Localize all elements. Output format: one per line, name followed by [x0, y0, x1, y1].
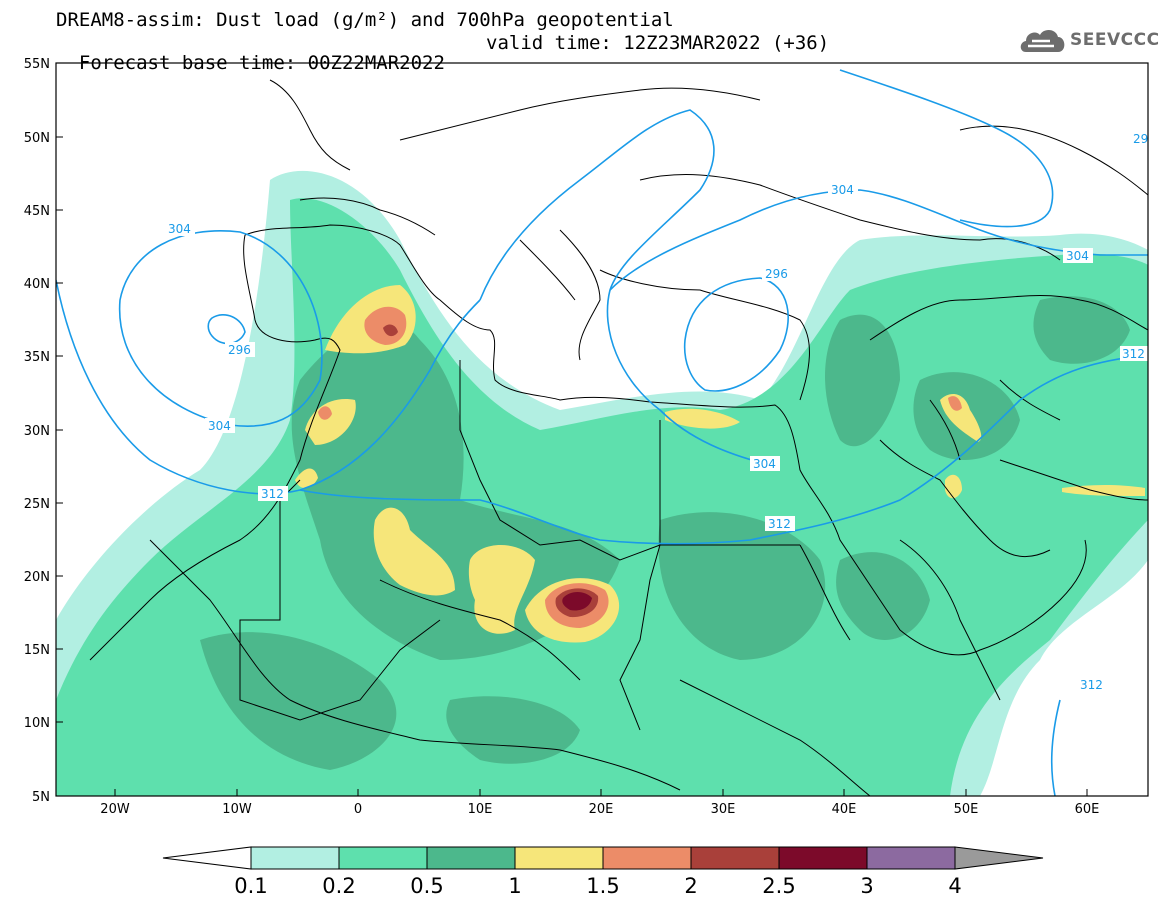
- lon-label: 50E: [954, 802, 979, 817]
- colorbar-segment: [250, 846, 340, 870]
- contour-label: 304: [831, 183, 854, 197]
- lon-label: 60E: [1075, 802, 1100, 817]
- colorbar-label: 3: [860, 874, 873, 898]
- contour-label: 304: [168, 222, 191, 236]
- contour-label: 312: [261, 487, 284, 501]
- latitude-labels: 55N 50N 45N 40N 35N 30N 25N 20N 15N 10N …: [24, 57, 50, 805]
- contour-label: 312: [768, 517, 791, 531]
- lon-label: 0: [354, 802, 362, 817]
- lat-label: 10N: [24, 716, 50, 731]
- dust-area-dark: [200, 296, 1130, 770]
- cloud-icon: [1020, 29, 1065, 52]
- colorbar-label: 2: [684, 874, 697, 898]
- lon-label: 10W: [222, 802, 252, 817]
- lat-label: 45N: [24, 204, 50, 219]
- lat-label: 55N: [24, 57, 50, 72]
- map-title: DREAM8-assim: Dust load (g/m²) and 700hP…: [56, 9, 674, 31]
- lat-label: 5N: [32, 790, 50, 805]
- colorbar-segment: [954, 846, 1044, 870]
- dust-area-darkred: [562, 592, 592, 611]
- lon-label: 30E: [711, 802, 736, 817]
- coastlines: [89, 79, 1148, 796]
- lat-label: 15N: [24, 643, 50, 658]
- colorbar-label: 0.5: [410, 874, 443, 898]
- colorbar-segment: [514, 846, 604, 870]
- logo-text: SEEVCCC: [1070, 30, 1160, 50]
- seevccc-logo: SEEVCCC: [1018, 24, 1160, 58]
- contour-label: 29: [1133, 132, 1148, 146]
- colorbar-label: 0.2: [322, 874, 355, 898]
- colorbar-label: 1: [508, 874, 521, 898]
- colorbar-segment: [162, 846, 252, 870]
- lat-label: 30N: [24, 424, 50, 439]
- lat-label: 40N: [24, 277, 50, 292]
- colorbar-label: 0.1: [234, 874, 267, 898]
- lat-label: 35N: [24, 350, 50, 365]
- lat-label: 25N: [24, 497, 50, 512]
- dust-area-red: [383, 324, 398, 337]
- lon-label: 40E: [832, 802, 857, 817]
- contour-label: 296: [228, 343, 251, 357]
- colorbar: [162, 846, 1044, 870]
- colorbar-label: 4: [948, 874, 961, 898]
- lat-label: 20N: [24, 570, 50, 585]
- contour-label: 304: [753, 457, 776, 471]
- axis-ticks: [56, 136, 1088, 796]
- colorbar-label: 1.5: [586, 874, 619, 898]
- contour-label: 304: [208, 419, 231, 433]
- contour-labels: 304 296 304 312 304 296 304 304 312 312 …: [165, 132, 1148, 692]
- lat-label: 50N: [24, 131, 50, 146]
- colorbar-segment: [690, 846, 780, 870]
- lon-label: 10E: [468, 802, 493, 817]
- colorbar-segment: [866, 846, 956, 870]
- colorbar-segment: [426, 846, 516, 870]
- colorbar-segment: [778, 846, 868, 870]
- contour-label: 296: [765, 267, 788, 281]
- lon-label: 20W: [100, 802, 130, 817]
- colorbar-segment: [602, 846, 692, 870]
- contour-label: 304: [1066, 249, 1089, 263]
- valid-time: valid time: 12Z23MAR2022 (+36): [486, 32, 830, 54]
- lon-label: 20E: [589, 802, 614, 817]
- dust-field: [56, 170, 1148, 796]
- colorbar-segment: [338, 846, 428, 870]
- contour-label: 312: [1122, 347, 1145, 361]
- geopotential-contours: [56, 69, 1148, 796]
- longitude-labels: 20W 10W 0 10E 20E 30E 40E 50E 60E: [100, 802, 1099, 817]
- colorbar-label: 2.5: [762, 874, 795, 898]
- contour-label: 312: [1080, 678, 1103, 692]
- colorbar-labels: 0.1 0.2 0.5 1 1.5 2 2.5 3 4: [234, 874, 961, 898]
